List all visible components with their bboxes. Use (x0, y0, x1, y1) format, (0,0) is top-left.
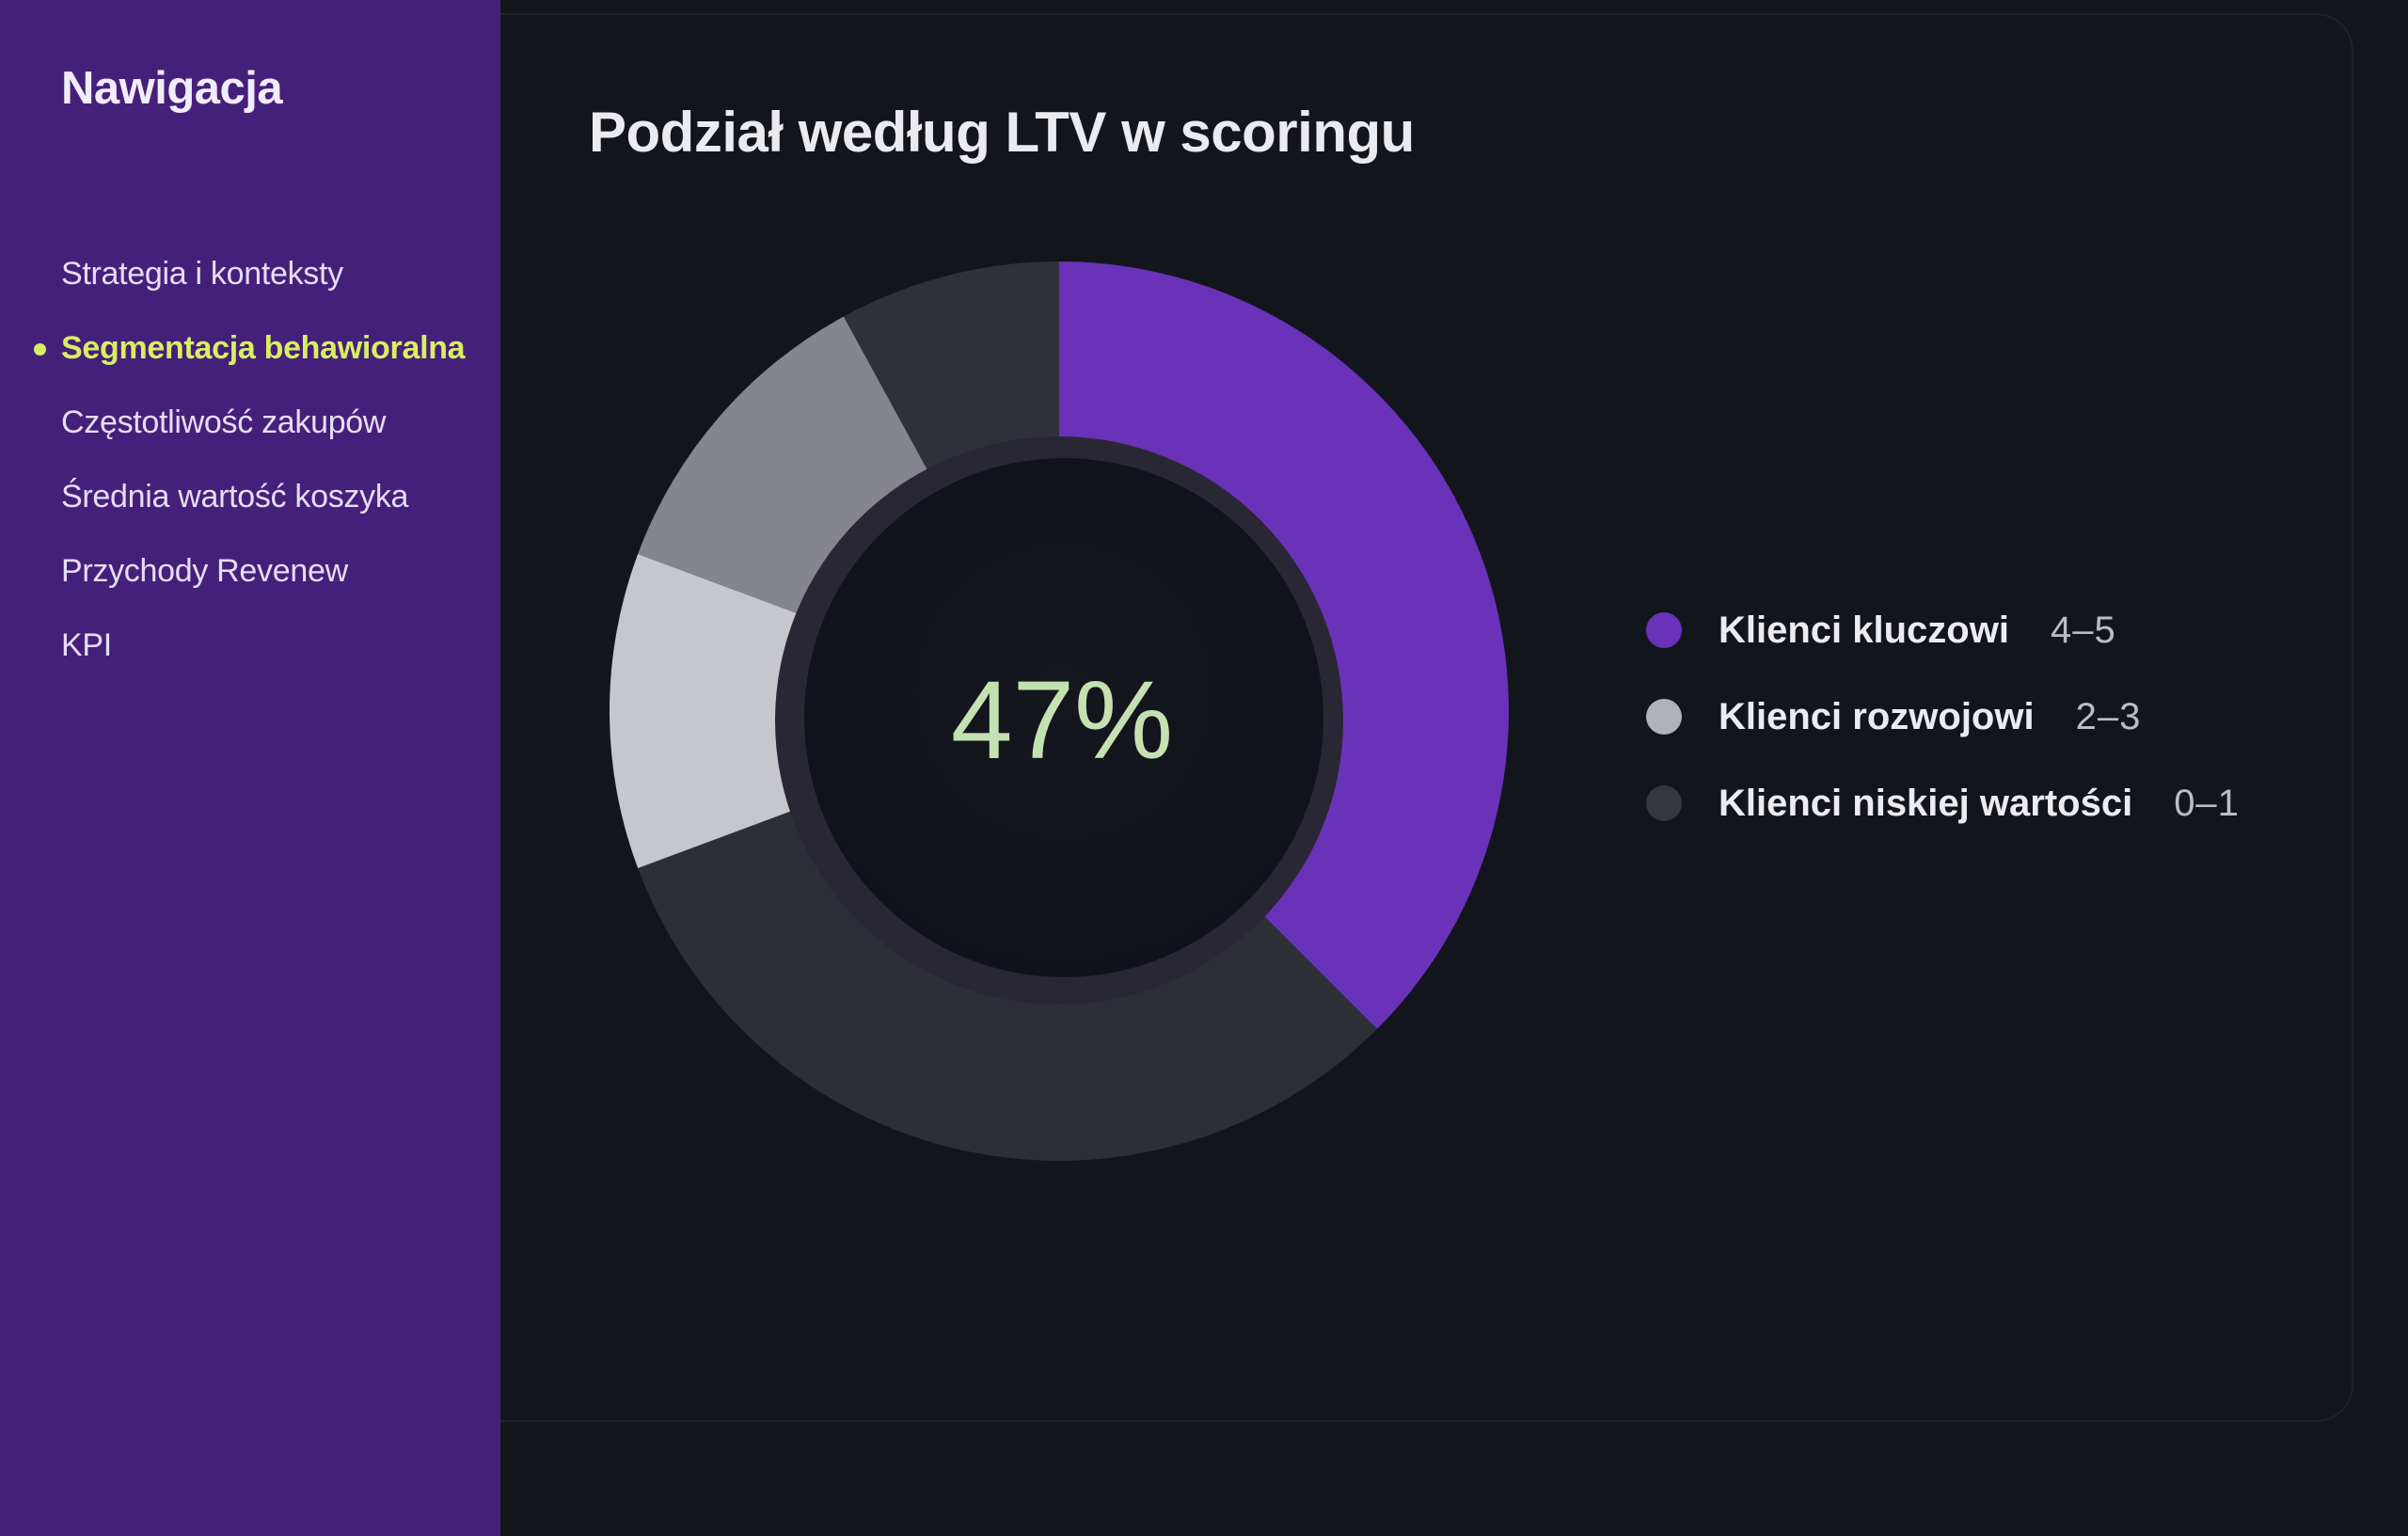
legend-range: 2–3 (2075, 696, 2142, 737)
sidebar-item-label: Strategia i konteksty (61, 256, 343, 292)
donut-slice-1[interactable] (1059, 261, 1509, 1029)
legend-label: Klienci rozwojowi (1719, 696, 2035, 737)
legend-label: Klienci kluczowi (1719, 610, 2009, 651)
sidebar-item-label: Średnia wartość koszyka (61, 479, 409, 515)
sidebar-item-label: Częstotliwość zakupów (61, 404, 387, 440)
legend-label: Klienci niskiej wartości (1719, 783, 2133, 824)
sidebar: Nawigacja Strategia i konteksty Segmenta… (0, 0, 500, 1536)
legend-swatch-icon (1646, 785, 1682, 821)
donut-slice-3[interactable] (610, 553, 804, 869)
active-dot-icon (34, 343, 46, 356)
chart-legend: Klienci kluczowi 4–5 Klienci rozwojowi 2–3… (1646, 587, 2240, 847)
sidebar-title: Nawigacja (61, 63, 283, 114)
legend-swatch-icon (1646, 612, 1682, 648)
legend-range: 0–1 (2174, 783, 2240, 824)
legend-item[interactable]: Klienci kluczowi 4–5 (1646, 587, 2240, 673)
donut-chart: 47% (610, 261, 1509, 1161)
sidebar-item-strategia[interactable]: Strategia i konteksty (0, 249, 500, 324)
sidebar-item-czestotliwosc[interactable]: Częstotliwość zakupów (0, 398, 500, 472)
sidebar-item-label: KPI (61, 627, 112, 663)
legend-item[interactable]: Klienci niskiej wartości 0–1 (1646, 760, 2240, 847)
chart-title: Podział według LTV w scoringu (589, 101, 1415, 164)
sidebar-item-srednia[interactable]: Średnia wartość koszyka (0, 472, 500, 546)
chart-card: Podział według LTV w scoringu 47% Klienc… (500, 13, 2353, 1422)
sidebar-item-przychody[interactable]: Przychody Revenew (0, 546, 500, 621)
legend-item[interactable]: Klienci rozwojowi 2–3 (1646, 673, 2240, 760)
legend-swatch-icon (1646, 699, 1682, 735)
center-value: 47% (951, 658, 1173, 783)
sidebar-nav: Strategia i konteksty Segmentacja behawi… (0, 249, 500, 695)
sidebar-item-label: Przychody Revenew (61, 553, 348, 589)
sidebar-item-label: Segmentacja behawioralna (61, 330, 466, 366)
sidebar-item-kpi[interactable]: KPI (0, 621, 500, 695)
donut-slice-5[interactable] (843, 261, 1059, 472)
donut-hole (804, 458, 1323, 977)
sidebar-item-segmentacja[interactable]: Segmentacja behawioralna (0, 324, 500, 398)
legend-range: 4–5 (2050, 610, 2116, 651)
donut-slice-4[interactable] (638, 316, 929, 616)
